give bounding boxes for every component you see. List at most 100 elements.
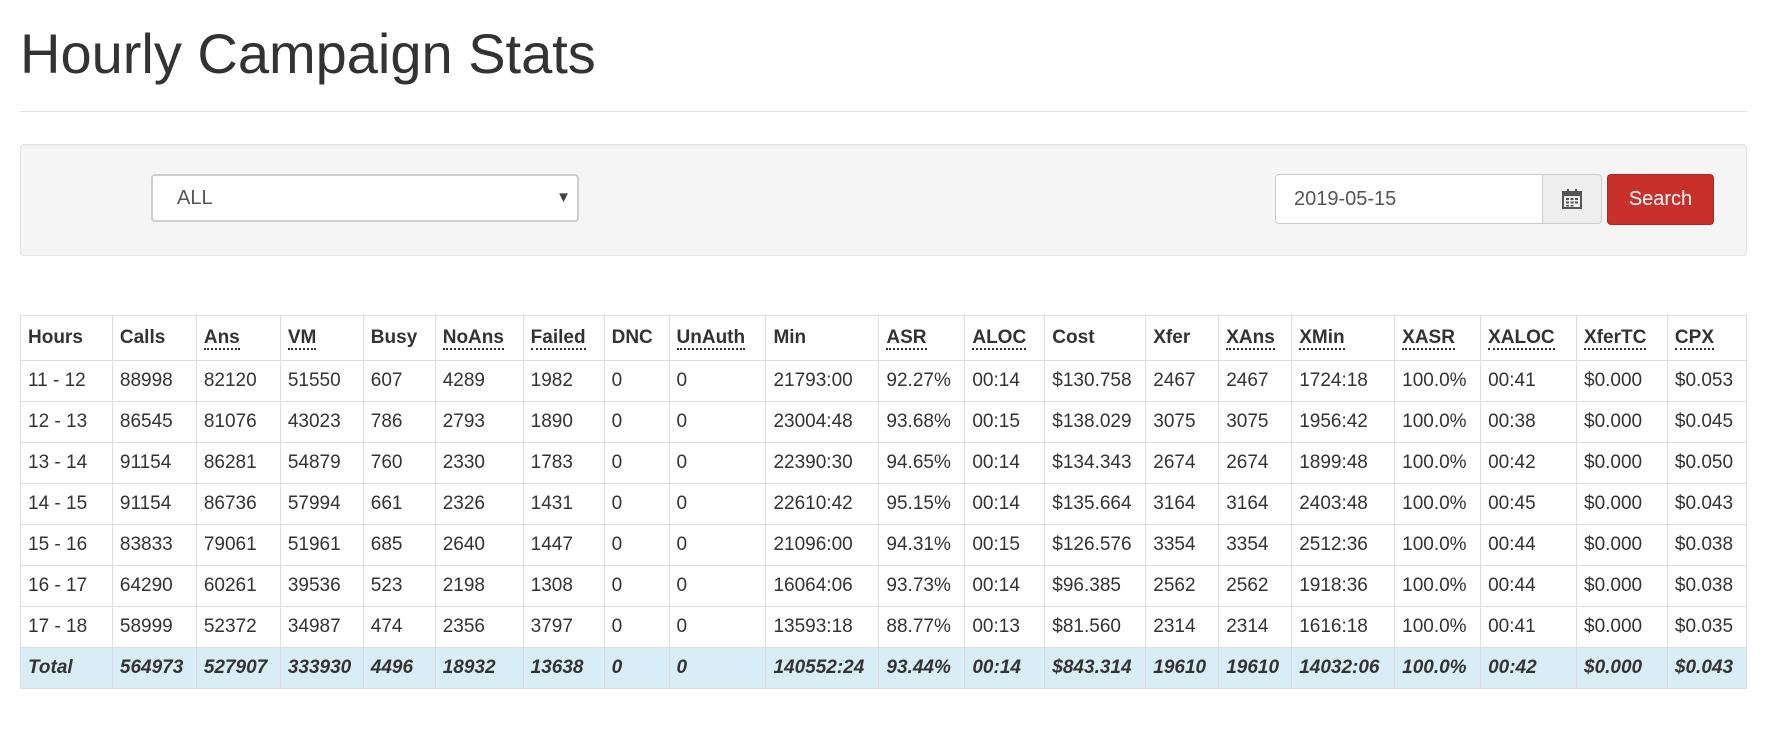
column-header-xaloc[interactable]: XALOC [1480,315,1577,361]
table-cell: 100.0% [1394,360,1482,402]
total-cell: 100.0% [1394,647,1482,689]
table-cell: 0 [668,360,767,402]
table-cell: 88998 [111,360,197,402]
column-header-xfer: Xfer [1145,315,1220,361]
total-cell: 19610 [1145,647,1220,689]
column-header-calls: Calls [111,315,197,361]
table-cell: $81.560 [1044,606,1147,648]
calendar-button[interactable] [1542,174,1602,224]
table-cell: $0.000 [1576,606,1668,648]
column-header-xasr[interactable]: XASR [1394,315,1482,361]
table-cell: 2356 [434,606,524,648]
table-cell: 2562 [1218,565,1293,607]
table-cell: 00:41 [1480,606,1577,648]
total-cell: $0.043 [1666,647,1748,689]
date-input[interactable]: 2019-05-15 [1275,174,1543,224]
column-header-xmin[interactable]: XMin [1291,315,1396,361]
table-cell: 00:45 [1480,483,1577,525]
table-cell: 81076 [195,401,281,443]
table-cell: $138.029 [1044,401,1147,443]
table-cell: 16064:06 [765,565,880,607]
table-cell: 0 [603,483,670,525]
total-cell: Total [20,647,113,689]
table-cell: 54879 [279,442,364,484]
table-cell: 760 [362,442,436,484]
total-cell: 4496 [362,647,436,689]
search-button[interactable]: Search [1607,174,1714,225]
column-header-dnc: DNC [603,315,670,361]
column-header-unauth[interactable]: UnAuth [668,315,767,361]
table-cell: 52372 [195,606,281,648]
column-header-label: ASR [886,327,927,350]
table-cell: 2674 [1218,442,1293,484]
column-header-label: Hours [28,327,83,348]
table-cell: $134.343 [1044,442,1147,484]
table-cell: 00:15 [964,401,1046,443]
column-header-asr[interactable]: ASR [878,315,966,361]
table-cell: 00:13 [964,606,1046,648]
column-header-cpx[interactable]: CPX [1666,315,1748,361]
total-cell: $843.314 [1044,647,1147,689]
table-cell: 92.27% [878,360,966,402]
column-header-label: NoAns [442,327,504,350]
table-cell: 22610:42 [765,483,880,525]
table-cell: $135.664 [1044,483,1147,525]
table-cell: 3354 [1218,524,1293,566]
calendar-icon [1562,189,1582,209]
table-cell: 0 [603,524,670,566]
table-cell: $0.000 [1576,442,1668,484]
total-cell: 93.44% [878,647,966,689]
table-cell: 34987 [279,606,364,648]
column-header-aloc[interactable]: ALOC [964,315,1046,361]
table-cell: 58999 [111,606,197,648]
table-cell: $0.050 [1666,442,1748,484]
table-cell: 95.15% [878,483,966,525]
table-cell: $0.000 [1576,360,1668,402]
table-cell: $0.035 [1666,606,1748,648]
campaign-select-value: ALL [177,187,213,209]
column-header-xfertc[interactable]: XferTC [1576,315,1668,361]
table-cell: 0 [668,442,767,484]
column-header-noans[interactable]: NoAns [434,315,524,361]
table-cell: 51550 [279,360,364,402]
table-cell: 0 [603,442,670,484]
table-cell: 2326 [434,483,524,525]
table-cell: 100.0% [1394,401,1482,443]
table-cell: 1918:36 [1291,565,1396,607]
column-header-ans[interactable]: Ans [195,315,281,361]
table-cell: $0.053 [1666,360,1748,402]
table-row: 13 - 14 91154 86281 54879 760 2330 1783 0 0 22390… [20,442,1748,484]
table-cell: 2314 [1218,606,1293,648]
column-header-label: ALOC [972,327,1027,350]
table-cell: 3075 [1218,401,1293,443]
column-header-label: XASR [1402,327,1455,350]
table-cell: 43023 [279,401,364,443]
table-cell: $0.038 [1666,565,1748,607]
total-cell: 00:14 [964,647,1046,689]
table-cell: 0 [603,606,670,648]
table-cell: 1308 [522,565,605,607]
table-cell: 22390:30 [765,442,880,484]
column-header-xans[interactable]: XAns [1218,315,1293,361]
table-cell: 2467 [1218,360,1293,402]
table-cell: 60261 [195,565,281,607]
column-header-failed[interactable]: Failed [522,315,605,361]
table-cell: 91154 [111,442,197,484]
table-cell: 1447 [522,524,605,566]
table-cell: 0 [668,483,767,525]
table-cell: $130.758 [1044,360,1147,402]
table-cell: 86545 [111,401,197,443]
table-cell: 1783 [522,442,605,484]
total-cell: 19610 [1218,647,1293,689]
table-cell: 607 [362,360,436,402]
table-cell: 88.77% [878,606,966,648]
column-header-label: Calls [119,327,166,348]
table-cell: 12 - 13 [20,401,113,443]
table-row: 15 - 16 83833 79061 51961 685 2640 1447 0 0 21096… [20,524,1748,566]
campaign-select[interactable]: ALL ▼ [151,174,579,222]
table-cell: 00:38 [1480,401,1577,443]
column-header-vm[interactable]: VM [279,315,364,361]
table-cell: 2793 [434,401,524,443]
table-cell: 93.68% [878,401,966,443]
total-cell: 18932 [434,647,524,689]
